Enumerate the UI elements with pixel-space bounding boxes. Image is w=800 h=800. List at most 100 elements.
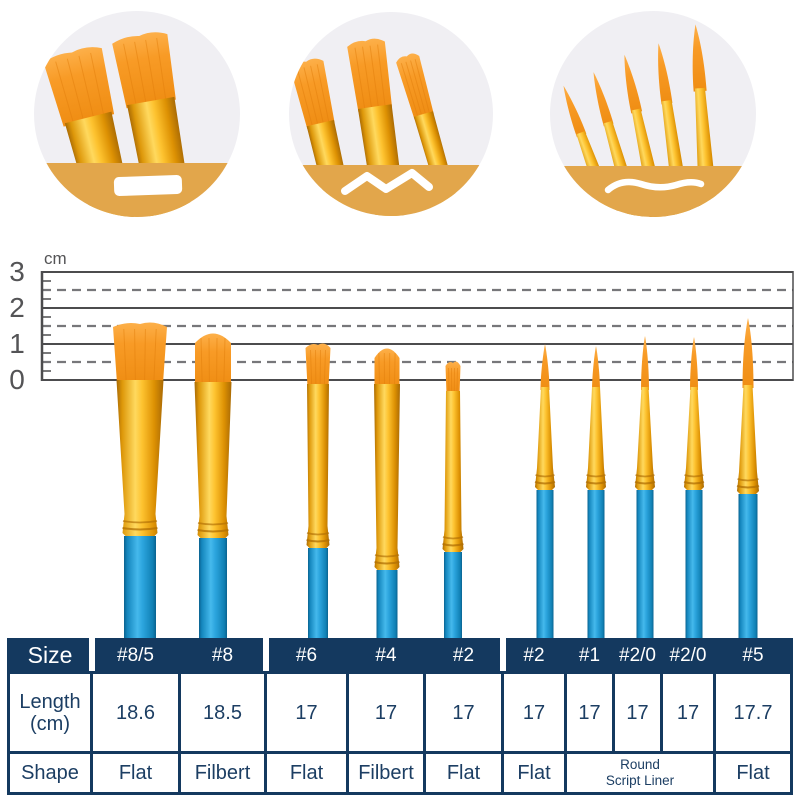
- table-group-divider: [263, 638, 269, 671]
- paint-zigzag-stroke: [341, 169, 433, 195]
- gold-band: [34, 163, 240, 217]
- paint-swipe-stroke: [113, 174, 183, 197]
- brush-ferrule: [116, 380, 164, 536]
- paint-brush-1: [585, 346, 607, 645]
- brush-bristles: [374, 348, 400, 387]
- brush-bristles: [195, 333, 231, 385]
- brush-ferrule: [603, 120, 647, 217]
- brush-handle: [685, 490, 703, 645]
- brush-bristles: [347, 38, 393, 112]
- paint-brush-20: [634, 336, 656, 645]
- brush-handle: [199, 538, 227, 645]
- length-value-cell: 17: [426, 674, 501, 751]
- brush-ferrule: [127, 96, 199, 217]
- shape-value-cell: Round Script Liner: [567, 754, 713, 792]
- length-value-cell: 17: [567, 674, 612, 751]
- ruler-tick-label: 3: [9, 256, 25, 287]
- brush-ferrule: [661, 100, 694, 217]
- length-value-cell: 18.5: [181, 674, 264, 751]
- paint-brush-2: [534, 344, 556, 645]
- length-value-cell: 17: [349, 674, 423, 751]
- cm-ruler: [40, 271, 794, 381]
- brush-bristles: [692, 24, 707, 92]
- paint-brush-20: [683, 337, 705, 645]
- brush-ferrule: [631, 108, 671, 217]
- brush-handle: [608, 224, 630, 235]
- size-row-label: Size: [10, 641, 90, 671]
- length-value-cell: 17: [267, 674, 346, 751]
- size-header-cell: #8/5: [93, 641, 178, 671]
- length-value-cell: 17: [504, 674, 564, 751]
- ruler-unit-label: cm: [44, 249, 67, 268]
- shape-value-cell: Flat: [267, 754, 346, 792]
- ruler-tick-label: 0: [9, 364, 25, 395]
- ruler-tick-label: 2: [9, 292, 25, 323]
- brush-handle: [536, 490, 554, 645]
- brush-ferrule: [357, 104, 412, 216]
- brush-handle: [124, 536, 156, 645]
- size-header-cell: #1: [567, 641, 612, 671]
- table-group-divider: [500, 638, 506, 671]
- brush-bristles: [445, 361, 461, 394]
- brush-ferrule: [306, 119, 363, 216]
- size-header-cell: #2: [426, 641, 501, 671]
- brush-handle: [676, 223, 696, 235]
- paint-brush-6: [305, 343, 331, 645]
- paint-brush-5: [736, 318, 760, 645]
- circle-background: [34, 11, 240, 217]
- size-header-cell: #4: [349, 641, 423, 671]
- brush-handle: [308, 548, 328, 645]
- brush-ferrule: [413, 111, 471, 216]
- brush-handle: [376, 570, 398, 645]
- brush-handle: [631, 226, 651, 235]
- round-brush-fan-circle: [550, 11, 756, 235]
- paint-brush-photo: [290, 58, 363, 216]
- paint-brush-photo: [347, 38, 412, 216]
- circle-background: [289, 12, 493, 216]
- length-value-cell: 17.7: [716, 674, 790, 751]
- length-value-cell: 17: [615, 674, 660, 751]
- brush-handle: [636, 490, 654, 645]
- brush-bristles: [113, 322, 167, 383]
- shape-value-cell: Filbert: [181, 754, 264, 792]
- paint-brush-8: [194, 333, 232, 645]
- size-header-cell: #5: [716, 641, 790, 671]
- brush-ferrule: [194, 382, 232, 538]
- size-header-cell: #2/0: [615, 641, 660, 671]
- brush-bristles: [112, 32, 176, 109]
- size-header-cell: #6: [267, 641, 346, 671]
- brush-ferrule: [684, 387, 704, 490]
- brush-handle: [700, 219, 720, 235]
- size-header-cell: #2/0: [663, 641, 713, 671]
- paint-brush-photo: [563, 85, 630, 235]
- shape-value-cell: Flat: [93, 754, 178, 792]
- size-table: Size #8/5 #8 #6 #4 #2 #2 #1 #2/0 #2/0 #5 Length (cm)…: [7, 638, 793, 795]
- paint-brush-85: [113, 322, 167, 645]
- paint-brush-photo: [396, 53, 471, 216]
- paint-brush-2: [442, 361, 464, 645]
- shape-value-cell: Flat: [426, 754, 501, 792]
- brush-bristles: [290, 58, 335, 130]
- flat-brush-trio-circle: [289, 12, 493, 216]
- brush-ferrule: [586, 387, 606, 490]
- brush-photo-circles: [34, 11, 756, 235]
- length-row-label: Length (cm): [10, 674, 90, 751]
- brush-ferrule: [535, 387, 555, 490]
- flat-brush-pair-circle: [34, 11, 240, 217]
- brush-ferrule: [64, 111, 142, 217]
- brush-handle: [444, 552, 462, 645]
- paint-brush-4: [374, 348, 400, 645]
- brush-bristles: [43, 47, 115, 127]
- brush-ferrule: [576, 131, 623, 217]
- paint-wave-stroke: [604, 178, 705, 194]
- size-header-cell: #8: [181, 641, 264, 671]
- gold-band: [550, 166, 756, 217]
- paint-brush-photo: [692, 24, 720, 235]
- brush-bristles: [540, 344, 550, 390]
- length-value-cell: 18.6: [93, 674, 178, 751]
- paint-brush-photo: [43, 47, 142, 217]
- size-header-cell: #2: [504, 641, 564, 671]
- shape-row-label: Shape: [10, 754, 90, 792]
- paint-brush-photo: [658, 43, 696, 235]
